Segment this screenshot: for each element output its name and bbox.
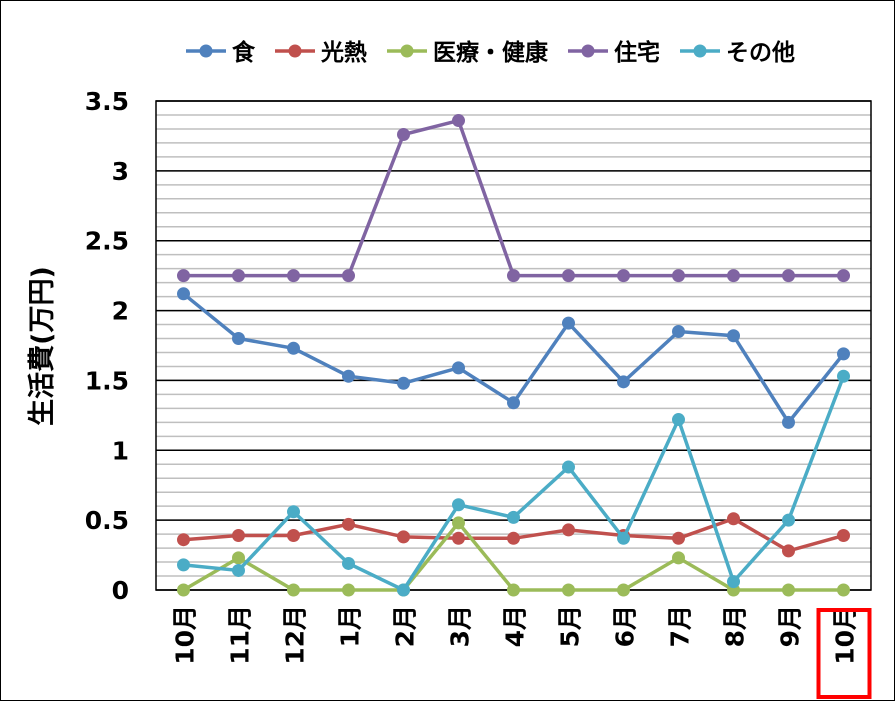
x-tick-label: 10月 (831, 605, 860, 665)
data-point (287, 583, 300, 597)
data-point (562, 269, 575, 283)
data-point (617, 375, 630, 389)
data-point (617, 531, 630, 545)
data-point (507, 510, 520, 524)
data-point (562, 460, 575, 474)
data-point (397, 376, 410, 390)
y-tick-label: 0.5 (85, 506, 129, 535)
data-point (727, 512, 740, 526)
y-tick-label: 0 (112, 576, 129, 605)
data-point (342, 583, 355, 597)
x-tick-label: 7月 (666, 605, 695, 647)
data-point (782, 544, 795, 558)
data-point (232, 551, 245, 565)
y-tick-label: 2 (112, 297, 129, 326)
legend-label: 食 (232, 39, 256, 66)
data-point (507, 531, 520, 545)
data-point (782, 583, 795, 597)
data-point (727, 575, 740, 589)
data-point (507, 396, 520, 410)
data-point (342, 556, 355, 570)
data-point (837, 369, 850, 383)
legend-label: 住宅 (614, 39, 660, 66)
data-point (287, 341, 300, 355)
data-point (672, 325, 685, 339)
data-point (452, 531, 465, 545)
legend-label: 光熱 (320, 40, 367, 66)
data-point (562, 523, 575, 537)
data-point (562, 583, 575, 597)
legend-label: その他 (726, 40, 795, 66)
data-point (837, 583, 850, 597)
data-point (727, 329, 740, 343)
x-tick-label: 11月 (226, 605, 255, 665)
data-point (177, 583, 190, 597)
data-point (177, 533, 190, 547)
x-tick-label: 5月 (556, 605, 585, 647)
legend-marker (400, 44, 414, 58)
data-point (232, 563, 245, 577)
data-point (177, 287, 190, 301)
data-point (232, 332, 245, 346)
data-point (782, 269, 795, 283)
data-point (782, 513, 795, 527)
x-tick-label: 6月 (611, 605, 640, 647)
y-axis-label: 生活費(万円) (27, 266, 58, 426)
data-point (342, 269, 355, 283)
legend-marker (581, 44, 595, 58)
data-point (837, 347, 850, 361)
data-point (397, 583, 410, 597)
data-point (837, 269, 850, 283)
x-tick-label: 10月 (171, 605, 200, 665)
legend-marker (693, 44, 707, 58)
y-tick-label: 2.5 (85, 227, 129, 256)
data-point (782, 415, 795, 429)
x-tick-label: 3月 (446, 605, 475, 647)
data-point (287, 529, 300, 543)
x-tick-label: 4月 (501, 605, 530, 647)
data-point (617, 269, 630, 283)
legend-marker (288, 44, 302, 58)
data-point (507, 269, 520, 283)
y-tick-label: 3.5 (85, 87, 129, 116)
data-point (232, 529, 245, 543)
data-point (342, 517, 355, 531)
data-point (452, 516, 465, 530)
data-point (342, 369, 355, 383)
data-point (397, 128, 410, 142)
data-point (177, 558, 190, 572)
data-point (672, 413, 685, 427)
data-point (287, 269, 300, 283)
y-tick-label: 1.5 (85, 366, 129, 395)
data-point (397, 530, 410, 544)
data-point (452, 498, 465, 512)
data-point (672, 551, 685, 565)
data-point (562, 316, 575, 330)
data-point (672, 531, 685, 545)
data-point (177, 269, 190, 283)
legend-label: 医療・健康 (433, 39, 549, 66)
x-tick-label: 9月 (776, 605, 805, 647)
data-point (617, 583, 630, 597)
x-tick-label: 2月 (391, 605, 420, 647)
data-point (452, 114, 465, 128)
data-point (452, 361, 465, 375)
data-point (727, 269, 740, 283)
data-point (287, 505, 300, 519)
legend-marker (199, 44, 213, 58)
x-tick-label: 1月 (336, 605, 365, 647)
highlight-box (816, 608, 872, 699)
y-tick-label: 3 (112, 157, 129, 186)
data-point (232, 269, 245, 283)
y-tick-label: 1 (112, 436, 129, 465)
x-tick-label: 8月 (721, 605, 750, 647)
data-point (507, 583, 520, 597)
x-tick-label: 12月 (281, 605, 310, 665)
data-point (837, 529, 850, 543)
data-point (672, 269, 685, 283)
